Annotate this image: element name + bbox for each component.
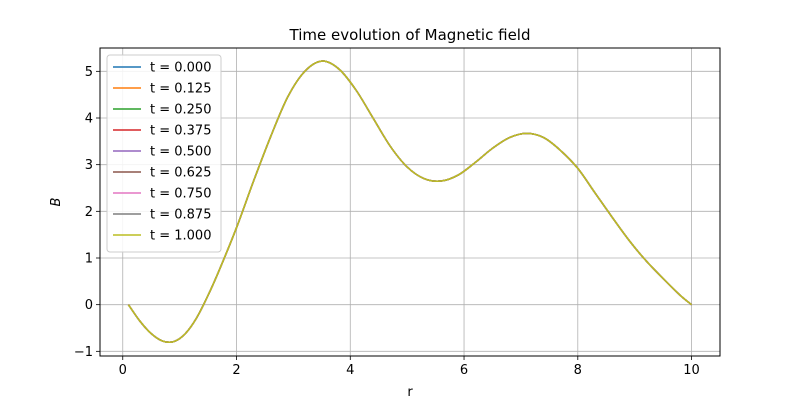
y-tick-label: 4 xyxy=(85,112,93,127)
chart-title: Time evolution of Magnetic field xyxy=(289,26,531,44)
x-tick-label: 2 xyxy=(232,363,240,378)
x-tick-label: 4 xyxy=(346,363,354,378)
x-tick-label: 0 xyxy=(119,363,127,378)
legend-box xyxy=(106,54,222,253)
legend-entry-label: t = 0.500 xyxy=(150,145,211,160)
y-tick-label: −1 xyxy=(74,345,93,360)
legend-entry-label: t = 1.000 xyxy=(150,229,211,244)
tick-layer: 0 2 4 6 8 10 −1 0 1 2 3 4 5 xyxy=(74,65,700,378)
legend-entry-label: t = 0.000 xyxy=(150,61,211,76)
legend-entry-label: t = 0.625 xyxy=(150,166,211,181)
y-axis-label: B xyxy=(49,197,64,206)
y-tick-label: 0 xyxy=(85,298,93,313)
y-tick-label: 1 xyxy=(85,252,93,267)
series-line-8 xyxy=(127,60,693,344)
legend-entry-label: t = 0.750 xyxy=(150,187,211,202)
x-axis-label: r xyxy=(407,385,413,400)
x-tick-label: 8 xyxy=(574,363,582,378)
y-tick-label: 3 xyxy=(85,158,93,173)
x-tick-label: 6 xyxy=(460,363,468,378)
legend-entry-label: t = 0.125 xyxy=(150,82,211,97)
y-tick-label: 2 xyxy=(85,205,93,220)
legend-entry-label: t = 0.875 xyxy=(150,208,211,223)
plot-frame xyxy=(99,47,721,357)
x-tick-label: 10 xyxy=(683,363,700,378)
legend-entry-label: t = 0.375 xyxy=(150,124,211,139)
series-layer xyxy=(127,60,693,344)
y-tick-label: 5 xyxy=(85,65,93,80)
legend-entry-label: t = 0.250 xyxy=(150,103,211,118)
legend: t = 0.000 t = 0.125 t = 0.250 t = 0.375 t = … xyxy=(106,54,222,253)
